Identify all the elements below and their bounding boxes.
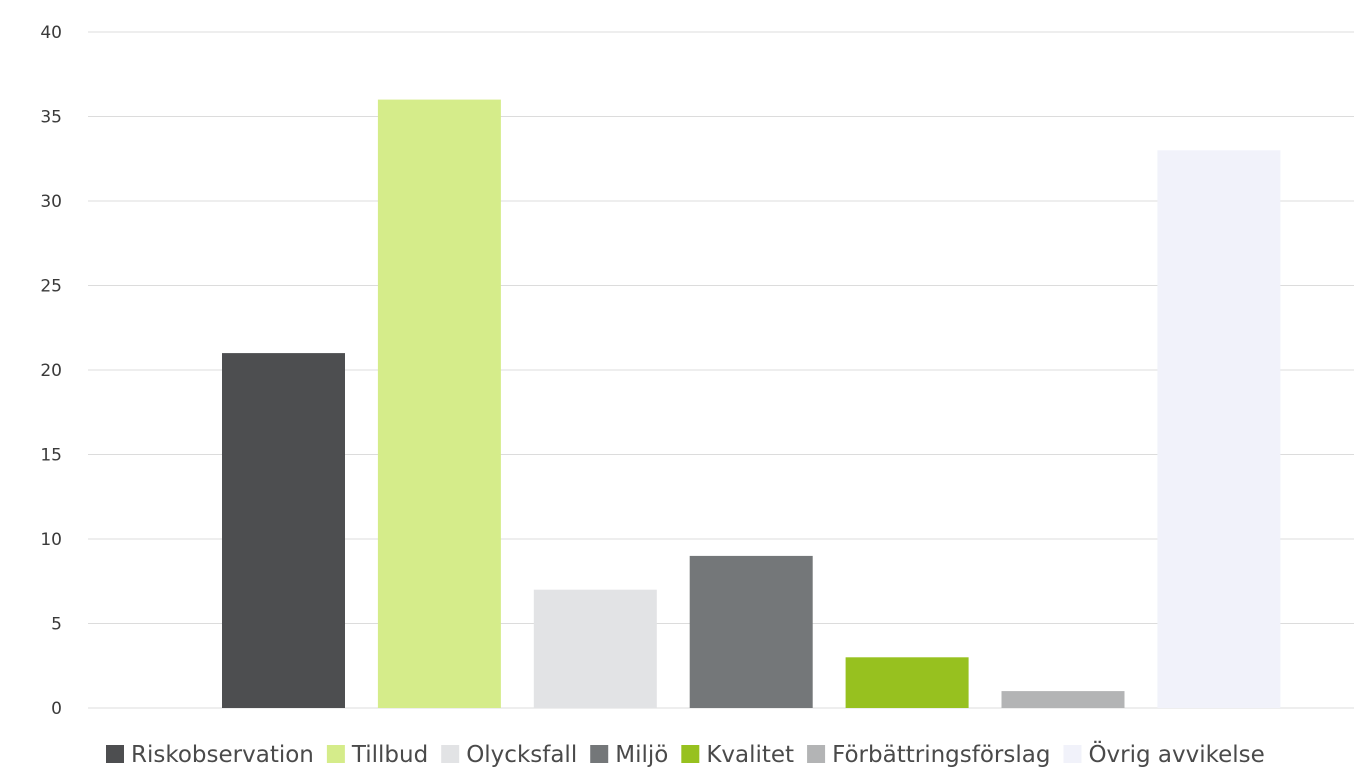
bar-övrig-avvikelse bbox=[1157, 150, 1281, 709]
legend-swatch bbox=[441, 745, 460, 763]
y-tick-label: 15 bbox=[40, 446, 62, 466]
y-axis-tick-labels: 0 5 10 15 20 25 30 35 40 bbox=[40, 23, 62, 719]
legend-label: Tillbud bbox=[351, 742, 428, 767]
bar-förbättringsförslag bbox=[1001, 691, 1125, 708]
legend: Riskobservation Tillbud Olycksfall Miljö Kva… bbox=[106, 740, 1265, 767]
legend-label: Olycksfall bbox=[466, 742, 577, 767]
bar-kvalitet bbox=[845, 657, 969, 708]
bars bbox=[222, 99, 1281, 709]
bar-miljö bbox=[689, 555, 813, 708]
legend-swatch bbox=[807, 745, 826, 763]
y-tick-label: 5 bbox=[51, 615, 62, 635]
legend-label: Övrig avvikelse bbox=[1088, 740, 1264, 767]
legend-swatch bbox=[590, 745, 609, 763]
y-tick-label: 35 bbox=[40, 108, 62, 128]
y-tick-label: 40 bbox=[40, 23, 62, 43]
y-tick-label: 25 bbox=[40, 277, 62, 297]
legend-label: Förbättringsförslag bbox=[832, 742, 1050, 767]
bar-tillbud bbox=[377, 99, 501, 709]
bar-riskobservation bbox=[222, 353, 345, 708]
y-tick-label: 0 bbox=[51, 699, 62, 719]
legend-swatch bbox=[1063, 745, 1082, 763]
legend-label: Riskobservation bbox=[131, 742, 314, 767]
legend-swatch bbox=[106, 745, 124, 763]
y-tick-label: 20 bbox=[40, 361, 62, 381]
y-tick-label: 30 bbox=[40, 192, 62, 212]
y-tick-label: 10 bbox=[40, 530, 62, 550]
legend-swatch bbox=[326, 745, 345, 763]
legend-label: Miljö bbox=[615, 742, 668, 767]
legend-label: Kvalitet bbox=[706, 742, 794, 767]
bar-olycksfall bbox=[533, 589, 657, 708]
legend-swatch bbox=[681, 745, 700, 763]
